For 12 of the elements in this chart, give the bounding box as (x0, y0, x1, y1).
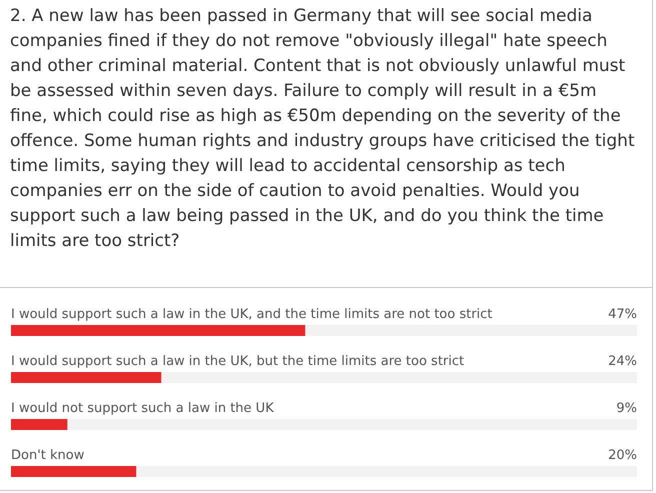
bar (11, 372, 162, 383)
y-tick-label: Don't know (11, 448, 85, 463)
chart-title: 2. A new law has been passed in Germany that will see social media companies fined if they do not remove "obviously illegal" hate speech and other criminal material. Content that is not obviously unlawful must be assessed within seven days. Failure to comply will result in a €5m fine, which could rise as high as €50m depending on the severity of the offence. Some human rights and industry groups have criticised the tight time limits, saying they will lead to accidental censorship as tech companies err on the side of caution to avoid penalties. Would you support such a law being passed in the UK, and do you think the time limits are too strict? (10, 6, 635, 251)
data-label: 47% (608, 307, 637, 322)
bar (11, 419, 68, 430)
data-label: 20% (608, 448, 637, 463)
y-tick-label: I would not support such a law in the UK (11, 401, 274, 416)
y-tick-label: I would support such a law in the UK, and the time limits are not too strict (11, 307, 492, 322)
bar (11, 466, 136, 477)
y-tick-label: I would support such a law in the UK, but the time limits are too strict (11, 354, 464, 369)
data-label: 9% (616, 401, 637, 416)
data-label: 24% (608, 354, 637, 369)
